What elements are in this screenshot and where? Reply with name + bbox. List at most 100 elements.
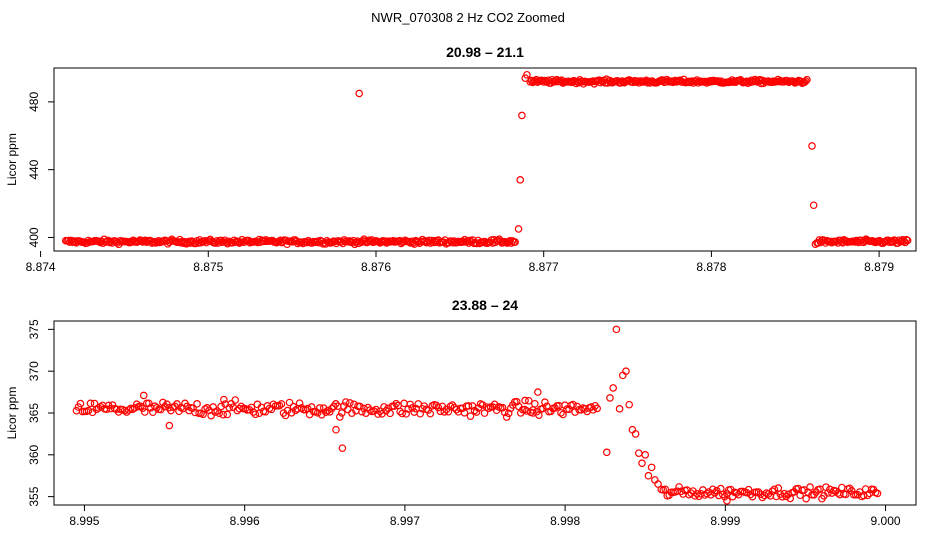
plot-frame (53, 320, 917, 506)
data-point (500, 408, 509, 417)
series-points (72, 325, 882, 505)
data-point (193, 400, 201, 408)
data-point (247, 403, 256, 412)
data-point (386, 409, 394, 418)
data-point (847, 487, 856, 495)
y-axis-label: Licor ppm (5, 133, 19, 186)
data-point (641, 451, 650, 459)
x-tick-label: 8.999 (710, 514, 740, 528)
data-point (622, 367, 630, 375)
data-point (782, 492, 791, 501)
y-tick-label: 480 (27, 92, 41, 112)
data-point (612, 325, 621, 334)
data-point (323, 406, 332, 415)
y-tick-label: 365 (27, 403, 41, 423)
data-point (189, 404, 197, 412)
data-point (675, 483, 683, 491)
data-point (217, 402, 225, 411)
data-point (751, 75, 759, 84)
data-point (718, 490, 727, 499)
data-point (331, 400, 340, 408)
data-point (774, 484, 783, 492)
data-point (638, 459, 646, 467)
panel-top: 20.98 – 21.1 8.874 8.875 8.876 8.877 8.878 8.8… (5, 44, 917, 274)
x-tick-label: 8.877 (529, 260, 559, 274)
data-point (768, 487, 777, 495)
data-point (559, 410, 567, 419)
data-point (770, 485, 779, 494)
data-point (285, 398, 294, 407)
data-point (140, 408, 149, 416)
data-point (307, 403, 316, 411)
data-point (521, 396, 529, 405)
data-point (205, 237, 213, 246)
data-point (534, 388, 542, 396)
data-point (402, 410, 410, 418)
data-point (711, 489, 719, 497)
x-tick-label: 8.879 (864, 260, 894, 274)
data-point (800, 486, 808, 494)
data-point (281, 411, 290, 420)
data-point (809, 201, 818, 210)
data-point (295, 399, 304, 407)
data-point (426, 409, 435, 418)
y-tick-label: 360 (27, 444, 41, 464)
data-point (522, 407, 531, 415)
data-point (219, 410, 227, 419)
data-point (524, 396, 533, 405)
data-point (319, 404, 328, 412)
data-point (136, 402, 145, 411)
data-point (615, 405, 624, 413)
data-point (159, 398, 167, 407)
data-point (709, 485, 717, 494)
data-point (434, 403, 443, 412)
data-point (355, 89, 364, 98)
figure-title: NWR_070308 2 Hz CO2 Zoomed (371, 10, 565, 25)
data-point (631, 430, 640, 438)
x-tick-label: 8.995 (69, 514, 99, 528)
data-point (279, 409, 288, 417)
data-point (145, 399, 153, 408)
x-tick-label: 8.878 (696, 260, 726, 274)
data-point (647, 463, 656, 472)
data-point (713, 486, 721, 495)
data-point (602, 448, 611, 457)
data-point (215, 409, 223, 418)
y-axis-label: Licor ppm (5, 387, 19, 440)
x-tick-label: 8.875 (193, 260, 223, 274)
data-point (744, 485, 753, 494)
data-point (523, 70, 531, 79)
data-point (754, 488, 763, 496)
data-point (76, 399, 85, 408)
data-point (416, 409, 425, 418)
data-point (460, 408, 469, 417)
data-point (404, 405, 412, 413)
x-tick-label: 8.874 (26, 260, 56, 274)
data-point (342, 398, 350, 406)
data-point (237, 402, 246, 411)
data-point (213, 407, 221, 415)
data-point (102, 405, 111, 414)
data-point (153, 403, 161, 412)
data-point (346, 399, 354, 407)
data-point (808, 142, 816, 150)
data-point (873, 489, 882, 498)
data-point (803, 75, 811, 84)
x-tick-label: 8.997 (390, 514, 420, 528)
data-point (589, 406, 597, 414)
data-point (502, 413, 511, 421)
data-point (484, 404, 493, 413)
data-point (551, 404, 559, 412)
data-point (531, 399, 539, 408)
data-point (863, 491, 872, 500)
data-point (231, 238, 240, 246)
data-point (472, 408, 481, 416)
data-point (390, 402, 398, 410)
data-point (541, 398, 549, 406)
data-point (338, 409, 346, 417)
data-point (139, 391, 148, 400)
data-point (275, 401, 284, 410)
data-point (606, 394, 614, 402)
x-tick-label: 8.876 (361, 260, 391, 274)
